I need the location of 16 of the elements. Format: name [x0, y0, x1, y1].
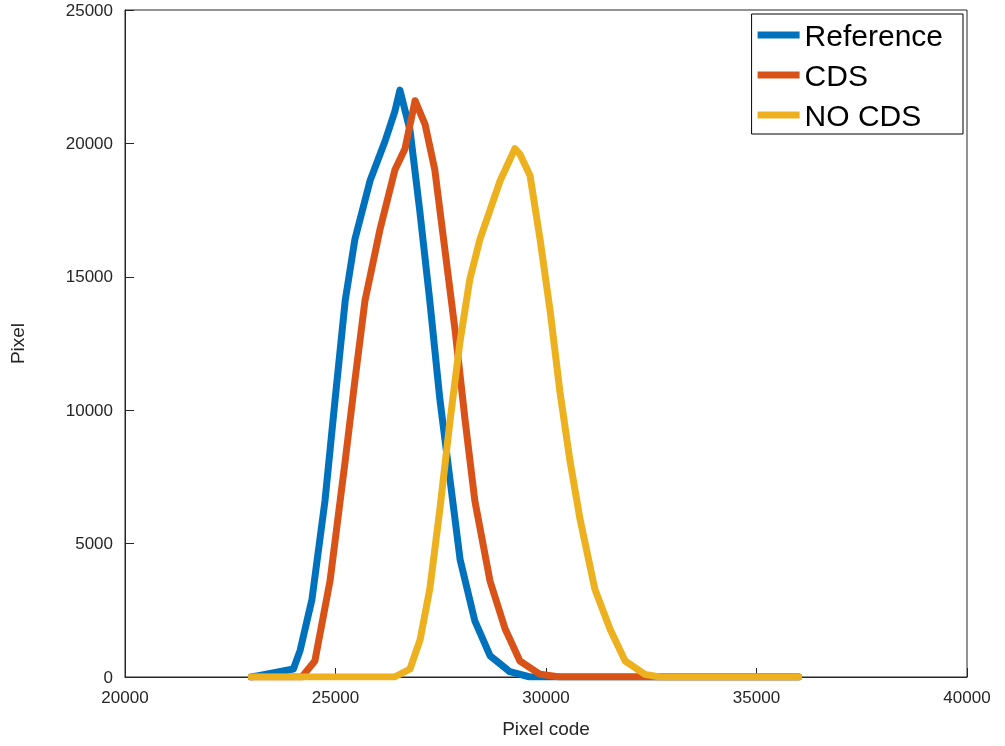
- x-tick-label: 20000: [101, 688, 149, 707]
- y-tick-label: 0: [103, 667, 113, 687]
- x-axis-title: Pixel code: [502, 718, 590, 739]
- legend-label: Reference: [804, 18, 944, 52]
- y-tick-label: 10000: [65, 400, 113, 420]
- y-tick-label: 25000: [65, 0, 113, 20]
- x-tick-label: 30000: [522, 688, 570, 707]
- x-tick-label: 35000: [732, 688, 781, 707]
- legend-label: CDS: [804, 58, 868, 92]
- y-tick-label: 15000: [65, 267, 113, 287]
- x-tick-label: 40000: [943, 688, 991, 707]
- legend-label: NO CDS: [804, 98, 922, 132]
- y-tick-label: 20000: [65, 133, 113, 153]
- y-tick-label: 5000: [75, 534, 113, 554]
- x-tick-label: 25000: [311, 688, 360, 707]
- y-axis-title: Pixel: [7, 322, 28, 365]
